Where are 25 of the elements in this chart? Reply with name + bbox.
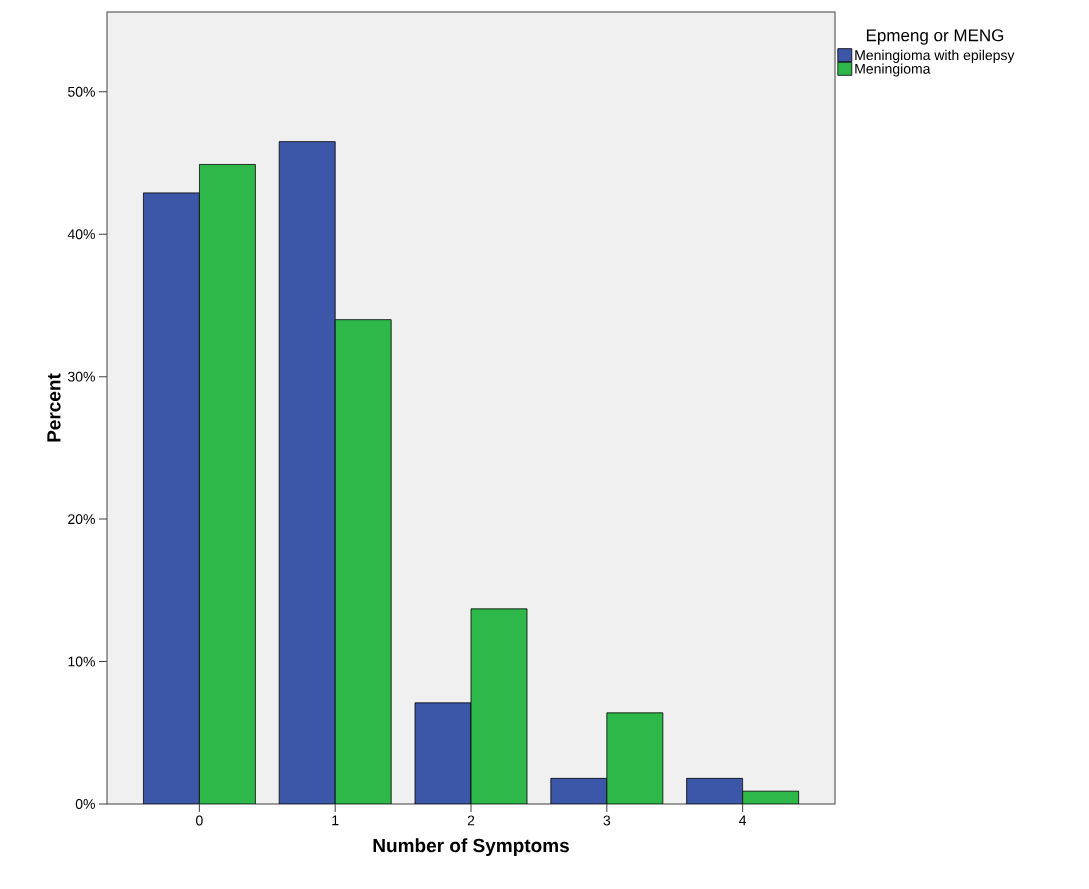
x-tick-label: 3 <box>603 815 611 826</box>
y-tick-label: 20% <box>68 514 95 525</box>
legend-title: Epmeng or MENG <box>866 29 1004 45</box>
bar <box>143 192 200 804</box>
bar <box>471 608 528 804</box>
y-tick-label: 40% <box>67 229 95 240</box>
bar <box>279 141 336 804</box>
bar <box>606 712 663 804</box>
y-tick-label: 30% <box>67 371 95 382</box>
bar <box>415 702 472 804</box>
x-tick-label: 0 <box>196 815 203 826</box>
x-tick-label: 2 <box>467 815 475 826</box>
legend-label: Meningioma <box>855 63 931 77</box>
bar <box>199 164 256 804</box>
x-tick-label: 1 <box>332 815 339 826</box>
x-axis-title: Number of Symptoms <box>373 838 569 857</box>
x-tick-label: 4 <box>739 815 747 826</box>
legend-label: Meningioma with epilepsy <box>855 49 1015 63</box>
bar <box>686 777 744 804</box>
y-tick-label: 50% <box>68 86 95 97</box>
y-tick-label: 10% <box>68 656 95 667</box>
y-tick-label: 0% <box>75 799 95 809</box>
bar <box>335 319 392 804</box>
bar <box>550 778 607 804</box>
y-axis-title: Percent <box>47 373 61 442</box>
